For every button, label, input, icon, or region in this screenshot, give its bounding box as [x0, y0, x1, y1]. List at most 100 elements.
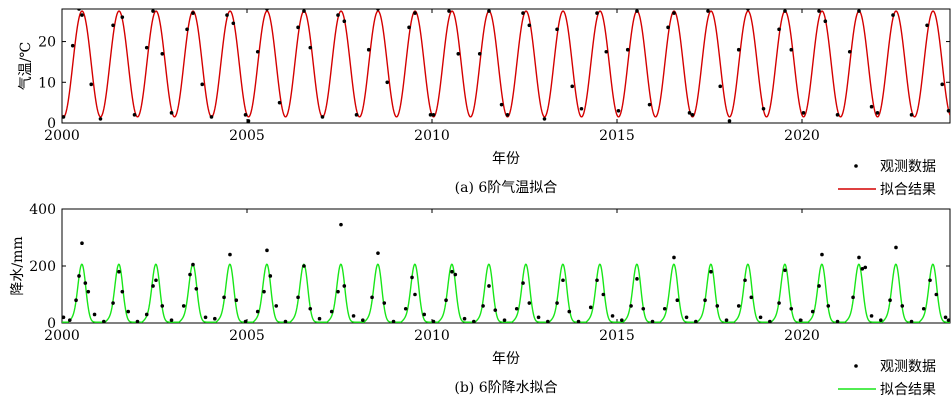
observation-point	[875, 111, 880, 115]
observation-point	[595, 11, 599, 15]
observation-point	[783, 9, 787, 13]
y-tick-label: 20	[38, 35, 56, 51]
observation-point	[181, 304, 186, 308]
observation-point	[477, 51, 482, 56]
observation-point	[262, 289, 266, 294]
x-tick-label: 2000	[44, 328, 80, 344]
observation-point	[302, 264, 306, 268]
legend-label-observations: 观测数据	[880, 159, 936, 175]
observation-point	[555, 27, 559, 32]
observation-point	[635, 9, 639, 13]
observation-point	[894, 5, 898, 9]
observation-point	[768, 319, 772, 323]
observation-point	[274, 304, 279, 308]
observation-point	[588, 305, 593, 310]
observation-point	[70, 43, 75, 48]
panel-caption: (a) 6阶气温拟合	[455, 180, 558, 196]
precipitation-panel: 2000 2005 2010 2015 2020 0 200 400 降水/mm 年份 (b)…	[10, 202, 951, 398]
observation-point	[690, 113, 695, 117]
observation-point	[514, 306, 519, 311]
observation-point	[928, 278, 932, 283]
fit-line-layer	[62, 263, 950, 323]
observation-point	[246, 119, 251, 123]
observation-point	[188, 272, 192, 277]
y-tick-label: 200	[29, 259, 56, 275]
observation-point	[351, 314, 356, 318]
observation-point	[296, 295, 300, 300]
observation-point	[283, 319, 288, 323]
observation-point	[222, 295, 226, 300]
observation-point	[542, 117, 547, 121]
observation-point	[810, 309, 815, 314]
y-axis-label: 降水/mm	[10, 236, 26, 295]
observation-point	[567, 309, 572, 314]
observation-point	[169, 111, 174, 115]
observation-point	[869, 314, 874, 318]
observation-point	[370, 295, 374, 300]
observation-point	[77, 274, 81, 278]
observation-point	[798, 318, 803, 322]
observation-point	[160, 304, 165, 308]
observation-point	[499, 102, 504, 107]
y-tick-label: 0	[47, 316, 56, 332]
legend: 观测数据 拟合结果	[838, 159, 936, 198]
observation-point	[650, 319, 655, 323]
observation-point	[225, 13, 229, 17]
observation-point	[268, 274, 273, 278]
legend-marker-observations	[854, 164, 858, 168]
observation-point	[857, 255, 861, 260]
observation-point	[706, 9, 710, 13]
x-tick-label: 2015	[599, 128, 635, 144]
observation-point	[521, 11, 525, 15]
legend-label-observations: 观测数据	[880, 359, 936, 375]
observation-point	[662, 306, 667, 311]
observation-point	[98, 117, 103, 121]
observation-point	[62, 115, 66, 119]
observation-point	[120, 15, 125, 19]
observation-point	[80, 13, 84, 17]
y-tick-label: 400	[29, 202, 56, 218]
observation-point	[703, 298, 707, 303]
observation-point	[413, 292, 417, 297]
observation-point	[718, 84, 723, 89]
observation-points-layer	[62, 5, 950, 131]
observation-point	[869, 104, 874, 109]
observation-point	[391, 319, 396, 323]
observation-point	[823, 19, 828, 24]
observation-point	[641, 306, 646, 311]
observation-points-layer	[62, 222, 950, 323]
observation-point	[527, 23, 532, 28]
observation-point	[931, 5, 935, 9]
observation-point	[888, 298, 892, 303]
observation-point	[74, 298, 78, 303]
observation-point	[342, 19, 347, 24]
x-tick-label: 2000	[44, 128, 80, 144]
observation-point	[684, 315, 689, 320]
observation-point	[376, 9, 380, 11]
observation-point	[243, 319, 248, 323]
observation-point	[879, 318, 883, 322]
observation-point	[144, 45, 149, 50]
observation-point	[111, 23, 115, 28]
observation-point	[102, 319, 106, 323]
observation-point	[715, 304, 720, 308]
observation-point	[213, 316, 217, 321]
observation-point	[77, 9, 81, 11]
observation-point	[891, 13, 895, 17]
observation-point	[620, 318, 624, 322]
observation-point	[469, 127, 473, 131]
observation-point	[80, 241, 84, 245]
observation-point	[675, 298, 680, 303]
observation-point	[67, 318, 72, 322]
observation-point	[120, 289, 125, 294]
observation-point	[86, 289, 91, 294]
observation-point	[561, 278, 565, 283]
observation-point	[382, 301, 387, 305]
x-tick-label: 2005	[229, 328, 265, 344]
observation-point	[601, 292, 606, 297]
observation-point	[860, 267, 865, 271]
x-tick-label: 2010	[414, 128, 450, 144]
observation-point	[308, 306, 313, 311]
observation-point	[255, 309, 260, 314]
